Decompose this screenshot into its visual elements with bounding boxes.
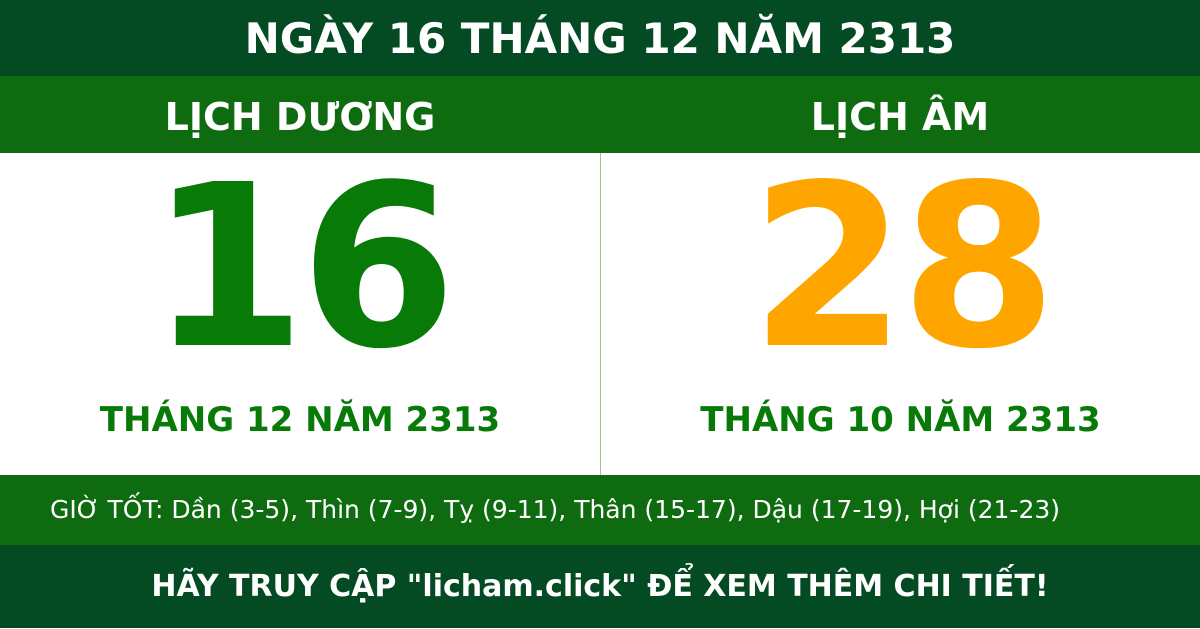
lunar-calendar-label: LỊCH ÂM [810, 95, 990, 139]
good-hours: GIỜ TỐT: Dần (3-5), Thìn (7-9), Tỵ (9-11… [0, 475, 1200, 545]
calendar-headers: LỊCH DƯƠNG LỊCH ÂM [0, 76, 1200, 153]
lunar-day: 28 [749, 137, 1057, 399]
page-title: NGÀY 16 THÁNG 12 NĂM 2313 [0, 0, 1200, 76]
lunar-panel: 28 THÁNG 10 NĂM 2313 [600, 153, 1200, 475]
footer-call-to-action: HÃY TRUY CẬP "licham.click" ĐỂ XEM THÊM … [0, 545, 1200, 628]
solar-day: 16 [149, 137, 456, 399]
solar-calendar-label: LỊCH DƯƠNG [164, 95, 436, 139]
solar-month-year: THÁNG 12 NĂM 2313 [99, 400, 501, 440]
lunar-month-year: THÁNG 10 NĂM 2313 [700, 400, 1101, 440]
solar-panel: 16 THÁNG 12 NĂM 2313 [0, 153, 600, 475]
